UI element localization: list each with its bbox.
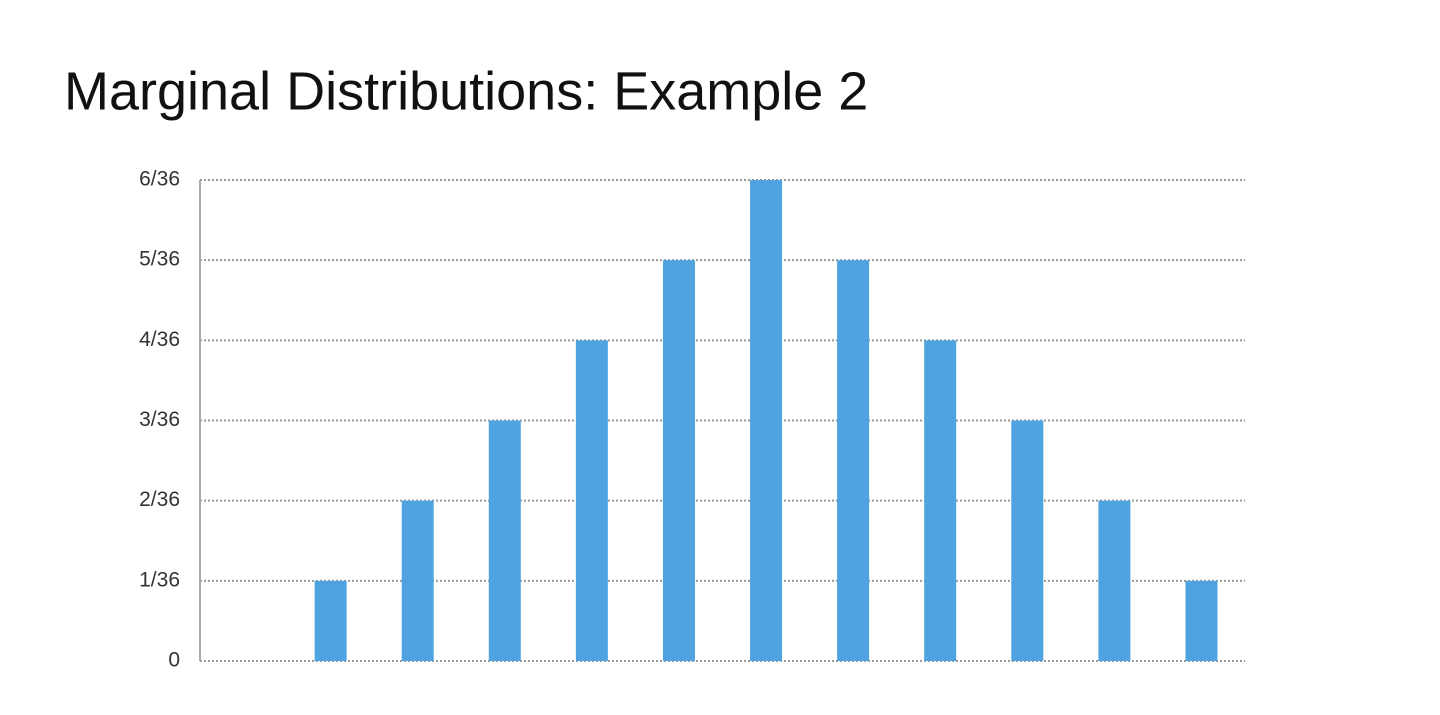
bar xyxy=(1011,420,1044,661)
bar xyxy=(1098,500,1131,661)
bar xyxy=(1185,580,1218,661)
bar xyxy=(575,340,608,661)
bar xyxy=(750,180,783,661)
y-tick-label: 6/36 xyxy=(139,168,180,191)
bar xyxy=(924,340,957,661)
y-tick-label: 2/36 xyxy=(139,488,180,511)
bar xyxy=(662,260,695,661)
bar xyxy=(401,500,434,661)
bar xyxy=(488,420,521,661)
chart-title: Marginal Distributions: Example 2 xyxy=(64,61,868,121)
y-tick-label: 0 xyxy=(168,649,180,672)
y-tick-label: 1/36 xyxy=(139,568,180,591)
y-tick-label: 3/36 xyxy=(139,408,180,431)
bar xyxy=(837,260,870,661)
y-tick-label: 5/36 xyxy=(139,248,180,271)
bar xyxy=(314,580,347,661)
y-tick-label: 4/36 xyxy=(139,328,180,351)
